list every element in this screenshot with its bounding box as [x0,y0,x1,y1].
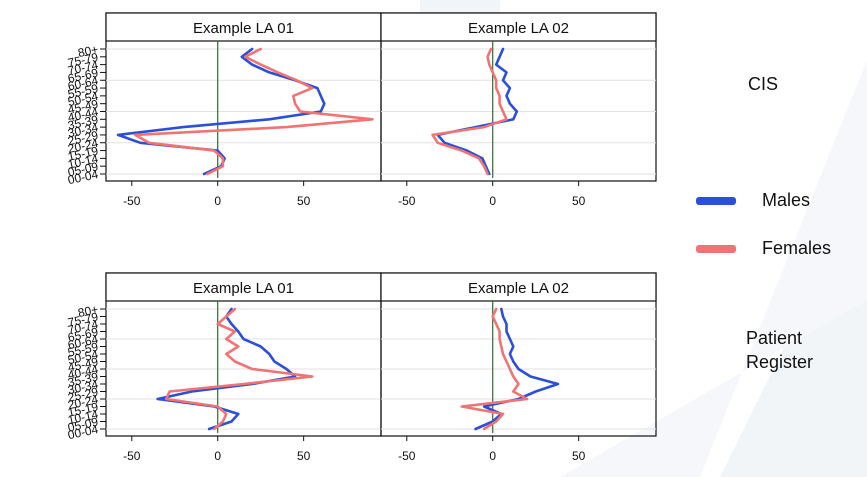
y-tick-label: 40-44 [67,362,100,382]
y-tick-label: 70-74 [67,317,100,337]
y-tick-label: 10-14 [67,151,100,171]
y-tick-label: 30-34 [67,377,100,397]
x-tick-label: 50 [572,449,586,463]
y-tick-label: 80+ [77,302,100,320]
cis-label: CIS [748,74,779,94]
y-tick-label: 35-39 [67,112,100,132]
x-tick-label: 50 [297,449,311,463]
y-tick-label: 80+ [77,42,100,60]
y-tick-label: 50-54 [67,89,100,109]
x-tick-label: -50 [123,194,141,208]
y-tick-label: 60-64 [67,332,100,352]
series-line-males [436,47,519,176]
y-tick-label: 60-64 [67,73,100,93]
y-tick-label: 15-19 [67,400,100,420]
panel-title: Example LA 01 [193,20,294,37]
series-line-females [133,47,374,176]
panel-strip [105,272,382,302]
y-tick-label: 65-69 [67,325,100,345]
legend-label-males: Males [762,190,811,210]
x-tick-label: 0 [214,449,221,463]
series-line-females [164,307,314,431]
y-tick-label: 00-04 [67,167,100,187]
background-stripe [560,60,867,477]
panel-strip [380,12,657,42]
patient-register-label-line1: Patient [746,328,803,348]
y-tick-label: 65-69 [67,66,100,86]
y-tick-label: 75-79 [67,50,100,70]
y-tick-label: 05-09 [67,159,100,179]
y-tick-label: 25-29 [67,128,100,148]
y-tick-label: 15-19 [67,144,100,164]
patient-register-label-line2: Register [746,352,814,372]
series-line-females [431,47,508,176]
x-tick-label: -50 [398,449,416,463]
y-tick-label: 35-39 [67,370,100,390]
panel-title: Example LA 02 [468,280,569,297]
x-tick-label: 0 [489,194,496,208]
series-line-males [474,307,560,431]
y-tick-label: 55-59 [67,340,100,360]
panel-strip [105,12,382,42]
x-tick-label: -50 [398,194,416,208]
y-tick-label: 55-59 [67,81,100,101]
y-tick-label: 45-49 [67,97,100,117]
x-tick-label: 0 [214,194,221,208]
panel-title: Example LA 02 [468,20,569,37]
background-stripe [420,0,500,14]
y-tick-label: 50-54 [67,347,100,367]
y-tick-label: 25-29 [67,385,100,405]
x-tick-label: 0 [489,449,496,463]
series-line-females [460,307,529,431]
y-tick-label: 00-04 [67,422,100,442]
x-tick-label: 50 [297,194,311,208]
legend-label-females: Females [762,238,832,258]
series-line-males [116,47,326,176]
y-tick-label: 10-14 [67,407,100,427]
y-tick-label: 75-79 [67,310,100,330]
legend-item-females: Females [696,238,831,259]
x-tick-label: -50 [123,449,141,463]
x-tick-label: 50 [572,194,586,208]
y-tick-label: 45-49 [67,355,100,375]
y-tick-label: 70-74 [67,58,100,78]
legend-swatch-females [696,244,736,253]
y-tick-label: 40-44 [67,105,100,125]
legend-item-males: Males [696,190,810,211]
panel-title: Example LA 01 [193,280,294,297]
y-tick-label: 20-24 [67,136,100,156]
y-tick-label: 05-09 [67,415,100,435]
y-tick-label: 30-34 [67,120,100,140]
y-tick-label: 20-24 [67,392,100,412]
panel-strip [380,272,657,302]
legend-swatch-males [696,196,736,205]
